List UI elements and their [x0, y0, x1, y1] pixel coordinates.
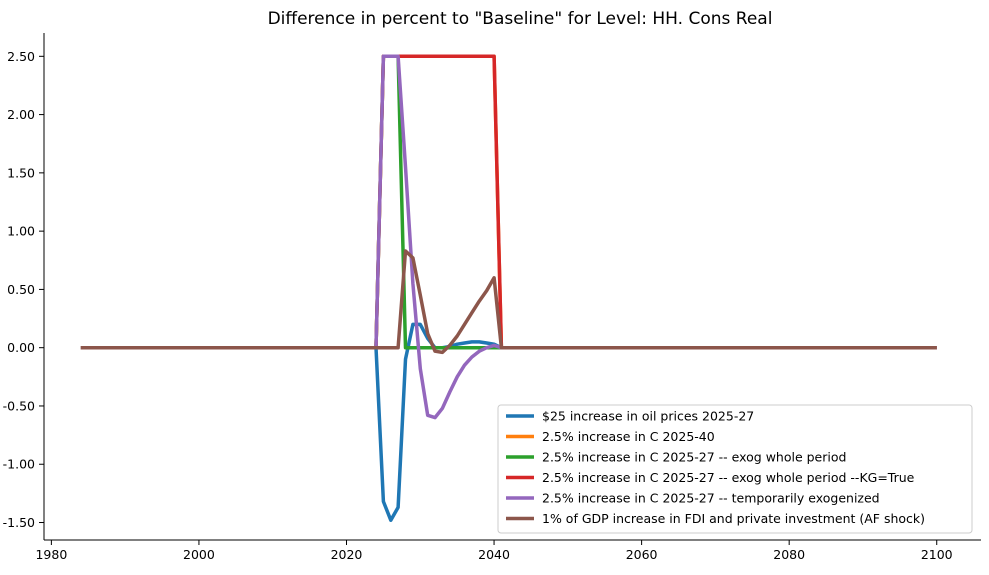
- x-tick-label: 1980: [35, 547, 67, 562]
- chart-title: Difference in percent to "Baseline" for …: [268, 9, 773, 29]
- x-tick-label: 2000: [183, 547, 215, 562]
- legend-label-6: 1% of GDP increase in FDI and private in…: [542, 511, 925, 526]
- legend-box: [497, 404, 973, 534]
- x-tick-label: 2100: [921, 547, 953, 562]
- series-line-4: [80, 54, 937, 350]
- x-tick-label: 2080: [773, 547, 805, 562]
- x-ticks: 1980 2000 2020 2040 2060 2080 2100: [35, 540, 953, 562]
- y-tick-label: 2.00: [7, 107, 35, 122]
- series-line-5: [80, 54, 937, 420]
- y-tick-label: -1.00: [3, 457, 35, 472]
- legend-label-2: 2.5% increase in C 2025-40: [542, 429, 715, 444]
- series-line-3: [80, 54, 937, 350]
- x-tick-label: 2020: [331, 547, 363, 562]
- y-tick-label: 1.00: [7, 224, 35, 239]
- legend-label-1: $25 increase in oil prices 2025-27: [542, 409, 754, 424]
- series-line-2: [80, 54, 937, 350]
- axes-layer: [43, 33, 981, 541]
- legend-label-5: 2.5% increase in C 2025-27 -- temporaril…: [542, 491, 880, 506]
- legend: $25 increase in oil prices 2025-27 2.5% i…: [497, 404, 973, 534]
- y-tick-label: 1.50: [7, 165, 35, 180]
- legend-label-4: 2.5% increase in C 2025-27 -- exog whole…: [542, 470, 915, 485]
- y-tick-label: -1.50: [3, 515, 35, 530]
- x-tick-label: 2060: [626, 547, 658, 562]
- y-tick-label: -0.50: [3, 398, 35, 413]
- legend-label-3: 2.5% increase in C 2025-27 -- exog whole…: [542, 450, 846, 465]
- series-layer: [80, 54, 937, 522]
- y-ticks: -1.50 -1.00 -0.50 0.00 0.50 1.00 1.50 2.00 2.50: [3, 49, 44, 530]
- y-tick-label: 2.50: [7, 49, 35, 64]
- series-line-6: [80, 249, 937, 355]
- y-tick-label: 0.50: [7, 282, 35, 297]
- y-tick-label: 0.00: [7, 340, 35, 355]
- x-tick-label: 2040: [478, 547, 510, 562]
